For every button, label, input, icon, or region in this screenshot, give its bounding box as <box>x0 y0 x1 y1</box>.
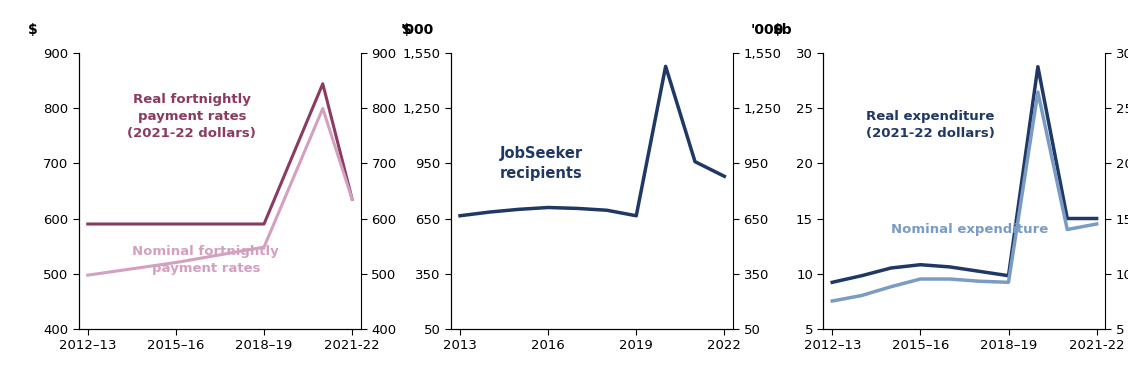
Text: $: $ <box>402 23 412 37</box>
Text: JobSeeker
recipients: JobSeeker recipients <box>500 146 583 181</box>
Text: '000: '000 <box>400 23 433 37</box>
Text: '000: '000 <box>751 23 784 37</box>
Text: Real fortnightly
payment rates
(2021-22 dollars): Real fortnightly payment rates (2021-22 … <box>127 93 256 140</box>
Text: $: $ <box>28 23 38 37</box>
Text: Nominal expenditure: Nominal expenditure <box>891 223 1049 236</box>
Text: Real expenditure
(2021-22 dollars): Real expenditure (2021-22 dollars) <box>866 110 995 140</box>
Text: $b: $b <box>773 23 792 37</box>
Text: Nominal fortnightly
payment rates: Nominal fortnightly payment rates <box>132 245 280 275</box>
